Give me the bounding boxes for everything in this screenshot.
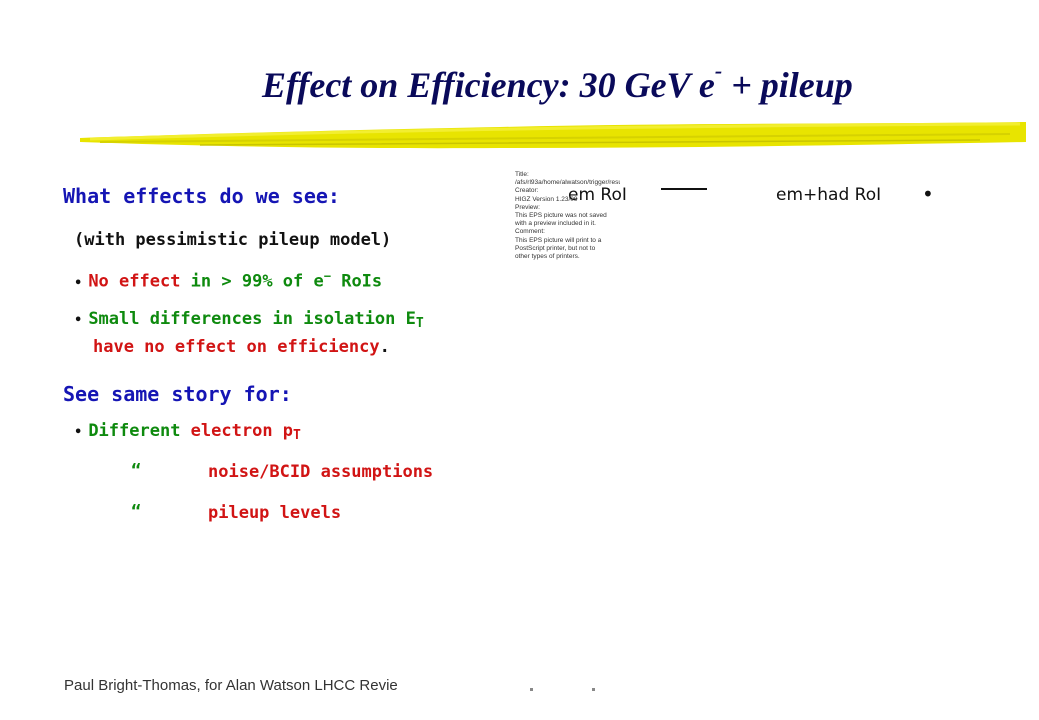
eps-preview-placeholder: Title: /afs/rl93a/home/alwatson/trigger/… (515, 171, 620, 261)
heading-what-effects: What effects do we see: (63, 184, 340, 208)
footer-dot (530, 688, 533, 691)
title-underline-brushstroke (80, 122, 1026, 149)
eps-line: with a preview included in it. (515, 220, 596, 228)
legend-emhad-roi-label: em+had RoI (776, 185, 882, 205)
subheading-pileup-model: (with pessimistic pileup model) (74, 230, 392, 250)
eps-line: other types of printers. (515, 253, 580, 261)
bullet-electron-pt: • Different electron pT (74, 421, 301, 443)
bullet-marker: • (74, 275, 83, 291)
slide-title: Effect on Efficiency: 30 GeV e- + pileup (262, 58, 853, 105)
item-pileup-levels: pileup levels (208, 503, 342, 523)
bullet-marker: • (74, 313, 83, 328)
eps-line: This EPS picture was not saved (515, 212, 607, 220)
item-noise-bcid: noise/BCID assumptions (208, 462, 434, 482)
legend-em-roi-label: em RoI (568, 185, 627, 205)
eps-line: HIGZ Version 1.23/09 (515, 195, 578, 203)
eps-line: Comment: (515, 228, 545, 236)
heading-same-story: See same story for: (63, 382, 292, 406)
eps-line: Title: (515, 171, 529, 178)
eps-line: Creator: (515, 187, 539, 195)
eps-line: This EPS picture will print to a (515, 236, 602, 244)
ditto-mark: “ (131, 502, 142, 522)
footer-text: Paul Bright-Thomas, for Alan Watson LHCC… (64, 677, 398, 694)
legend-emhad-roi-marker: • (922, 182, 934, 206)
legend-em-roi-line (661, 188, 707, 190)
bullet-isolation-line2: have no effect on efficiency. (93, 337, 390, 357)
eps-line: PostScript printer, but not to (515, 244, 596, 252)
bullet-isolation-differences: • Small differences in isolation ET (74, 309, 424, 331)
bullet-marker: • (74, 425, 83, 440)
ditto-mark: “ (131, 461, 142, 481)
bullet-no-effect: • No effect in > 99% of e− RoIs (74, 269, 383, 292)
eps-line: /afs/rl93a/home/alwatson/trigger/results… (515, 179, 620, 187)
eps-line: Preview: (515, 203, 540, 211)
footer-dot (592, 688, 595, 691)
